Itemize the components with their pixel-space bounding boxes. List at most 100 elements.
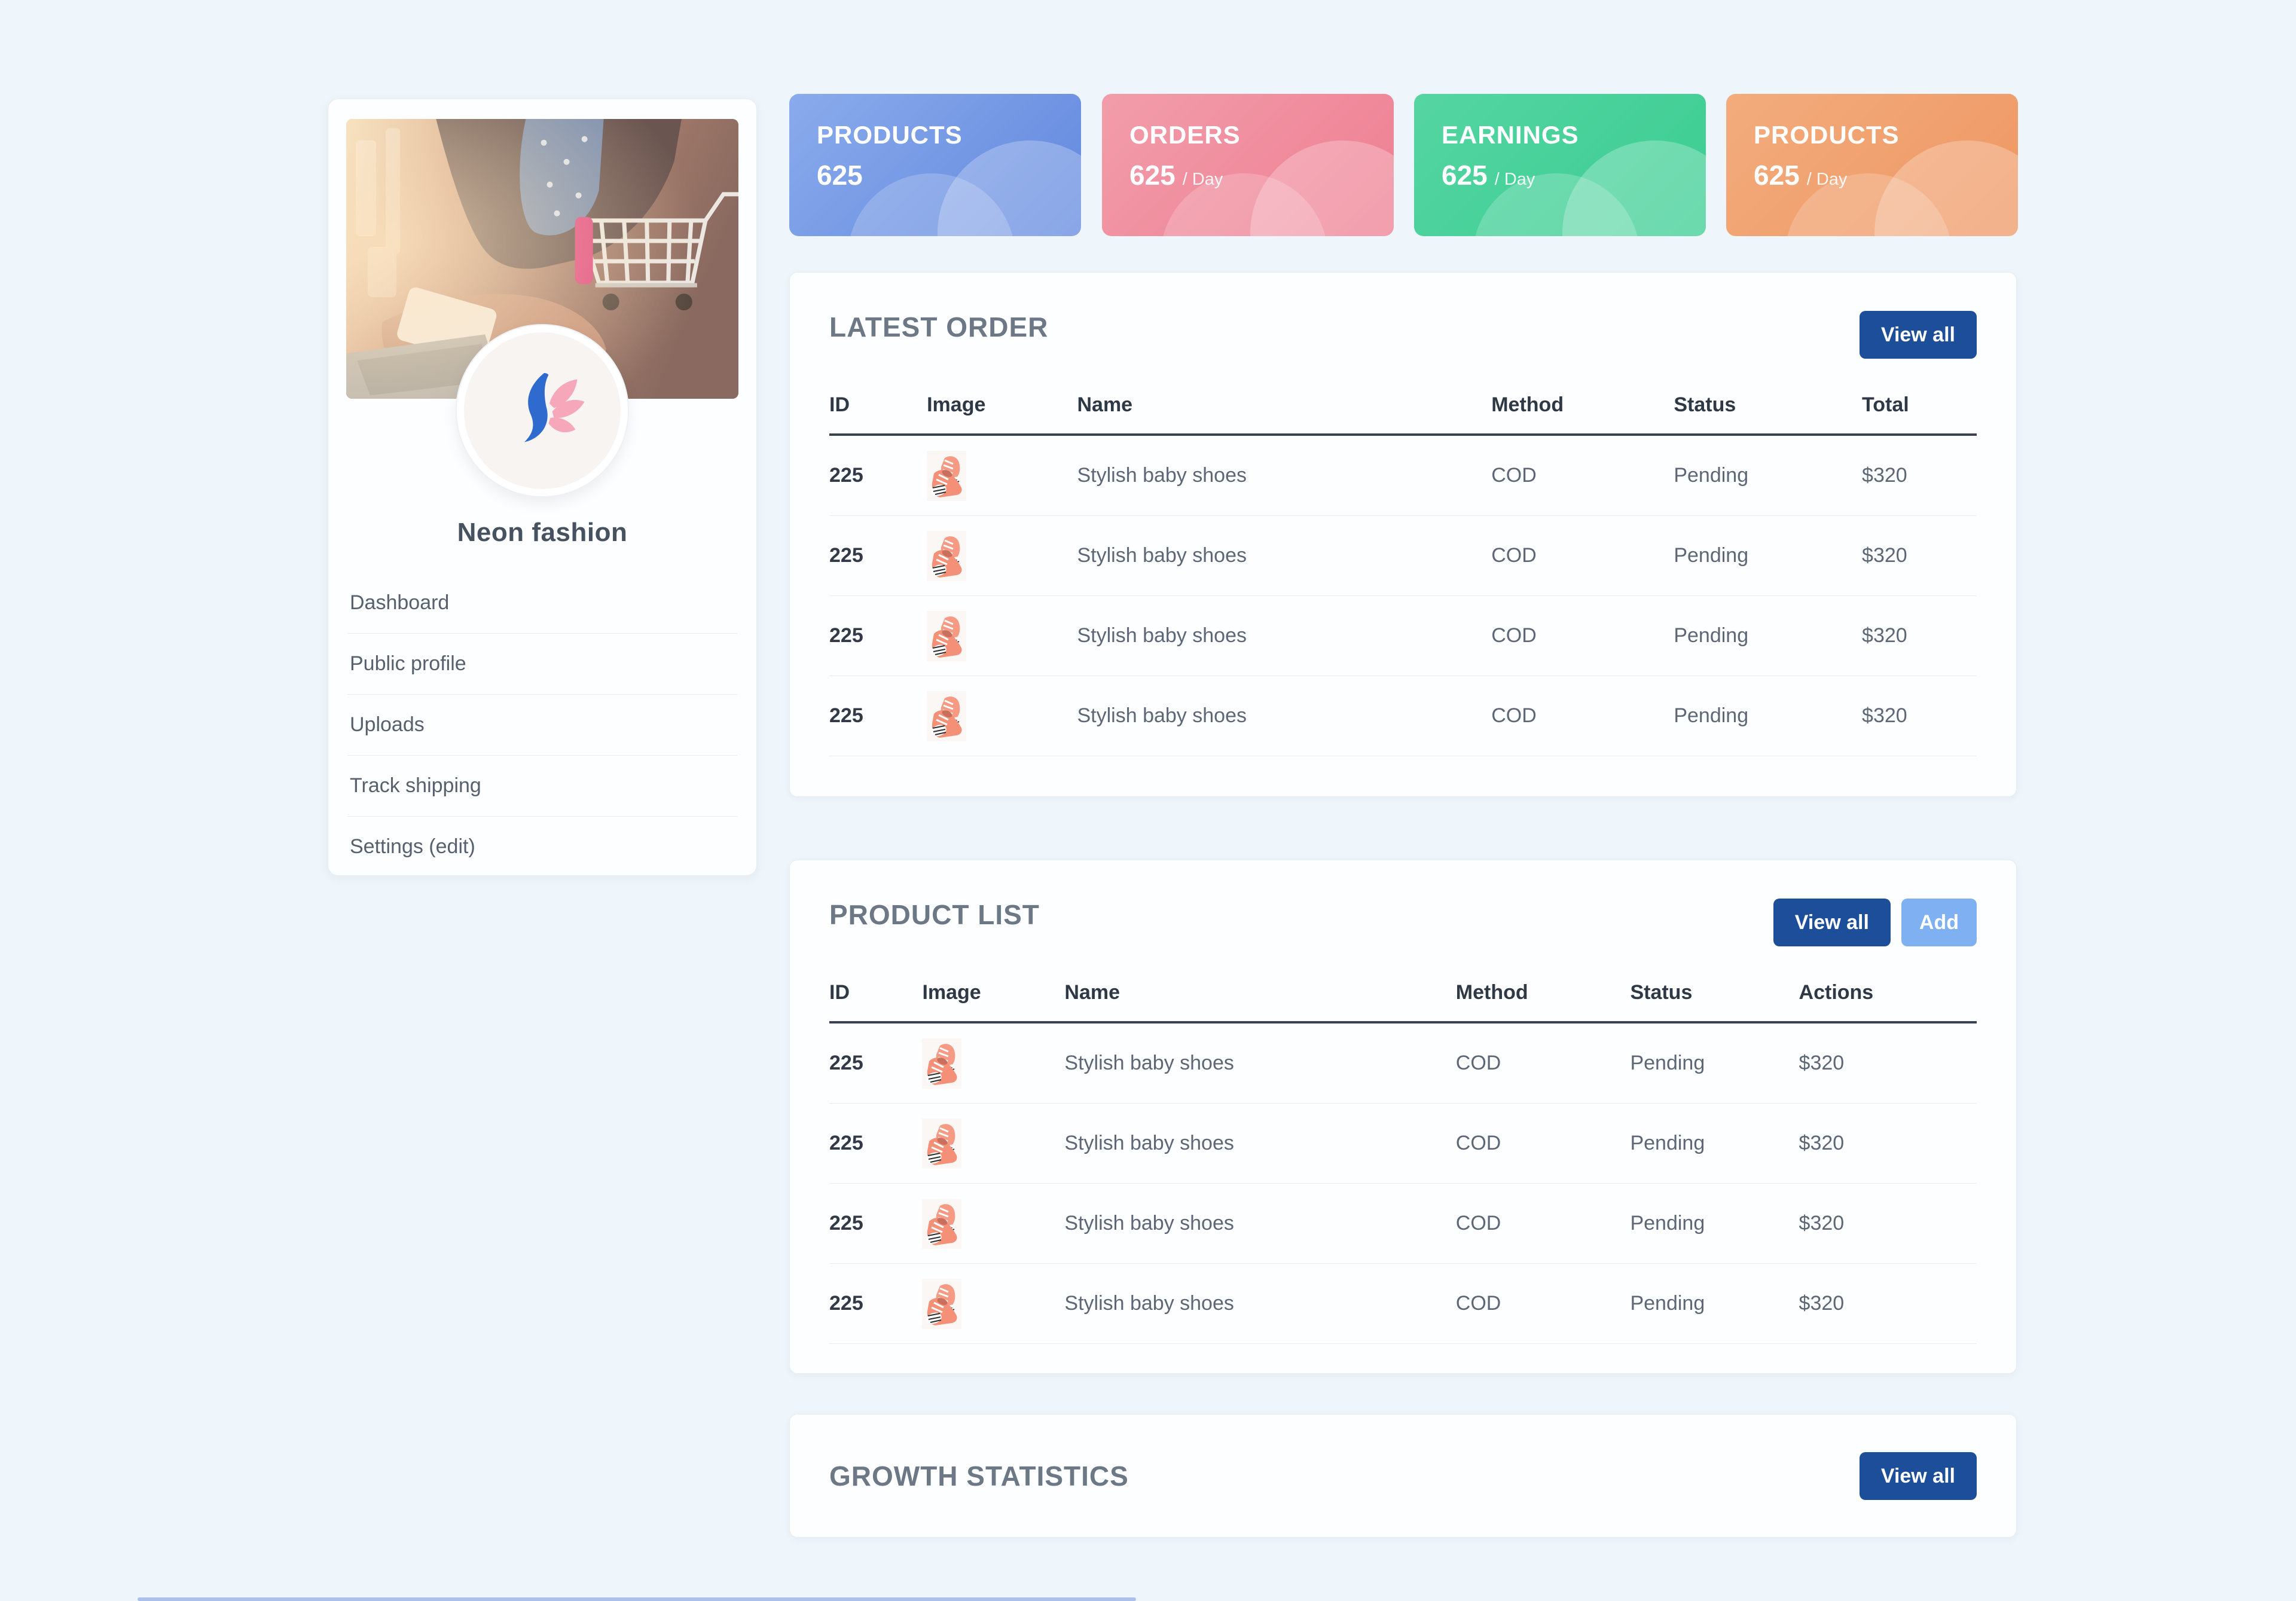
stat-title: EARNINGS [1442, 121, 1579, 149]
cell-method: COD [1455, 1052, 1501, 1074]
cell-image [927, 690, 1077, 741]
column-header-method: Method [1455, 981, 1528, 1004]
column-header-status: Status [1674, 393, 1736, 416]
cell-amount: $320 [1799, 1212, 1845, 1235]
cell-amount: $320 [1862, 704, 1907, 727]
table-body: 225 Stylish baby shoes COD Pending $320 225 [829, 436, 1977, 756]
table-row: 225 Stylish baby shoes COD Pending $320 [829, 1184, 1977, 1264]
baby-shoes-icon [927, 530, 967, 581]
sidebar-item-settings-edit[interactable]: Settings (edit) [350, 835, 475, 858]
cell-amount: $320 [1862, 544, 1907, 567]
baby-shoes-icon [927, 690, 967, 741]
growth-statistics-title: GROWTH STATISTICS [829, 1460, 1129, 1492]
cell-image [922, 1038, 1064, 1089]
cell-name: Stylish baby shoes [1064, 1292, 1234, 1315]
stat-title: PRODUCTS [1754, 121, 1900, 149]
cell-status: Pending [1674, 624, 1749, 647]
cell-method: COD [1491, 464, 1537, 487]
cell-id: 225 [829, 1292, 863, 1315]
cell-status: Pending [1630, 1292, 1705, 1315]
column-header-total: Total [1862, 393, 1909, 416]
cell-amount: $320 [1799, 1052, 1845, 1074]
latest-order-table: ID Image Name Method Status Total 225 Stylish… [829, 393, 1977, 756]
stat-card-orders-1: ORDERS 625 / Day [1102, 94, 1394, 236]
add-product-button[interactable]: Add [1901, 899, 1977, 946]
cell-method: COD [1491, 544, 1537, 567]
cell-image [922, 1198, 1064, 1249]
view-all-products-button[interactable]: View all [1773, 899, 1891, 946]
cell-image [927, 610, 1077, 661]
table-row: 225 Stylish baby shoes COD Pending $320 [829, 516, 1977, 596]
column-header-name: Name [1077, 393, 1133, 416]
cell-method: COD [1455, 1132, 1501, 1154]
column-header-id: ID [829, 393, 850, 416]
product-list-panel: PRODUCT LIST View all Add ID Image Name Met… [789, 860, 2017, 1374]
growth-statistics-panel: GROWTH STATISTICS View all [789, 1414, 2017, 1538]
cell-id: 225 [829, 464, 863, 487]
view-all-orders-button[interactable]: View all [1859, 311, 1977, 359]
cell-name: Stylish baby shoes [1077, 624, 1247, 647]
product-image [922, 1038, 962, 1089]
column-header-image: Image [927, 393, 986, 416]
store-name: Neon fashion [457, 518, 628, 547]
column-header-name: Name [1064, 981, 1120, 1004]
column-header-image: Image [922, 981, 981, 1004]
cell-status: Pending [1674, 704, 1749, 727]
sidebar-item-dashboard[interactable]: Dashboard [347, 573, 737, 634]
latest-order-panel: LATEST ORDER View all ID Image Name Method S… [789, 272, 2017, 797]
cell-image [927, 530, 1077, 581]
cell-image [922, 1118, 1064, 1169]
cell-id: 225 [829, 1212, 863, 1235]
sidebar-item-uploads[interactable]: Uploads [347, 695, 737, 756]
stat-title: ORDERS [1129, 121, 1241, 149]
cell-amount: $320 [1799, 1132, 1845, 1154]
sidebar-item-public-profile[interactable]: Public profile [347, 634, 737, 695]
cell-name: Stylish baby shoes [1064, 1212, 1234, 1235]
baby-shoes-icon [922, 1278, 962, 1329]
table-header-row: ID Image Name Method Status Actions [829, 981, 1977, 1023]
view-all-growth-button[interactable]: View all [1859, 1452, 1977, 1500]
cell-amount: $320 [1799, 1292, 1845, 1315]
table-row: 225 Stylish baby shoes COD Pending $320 [829, 676, 1977, 756]
cell-status: Pending [1630, 1212, 1705, 1235]
product-image [927, 690, 967, 741]
product-image [927, 450, 967, 501]
cell-status: Pending [1674, 544, 1749, 567]
cell-id: 225 [829, 624, 863, 647]
cell-name: Stylish baby shoes [1077, 464, 1247, 487]
cell-name: Stylish baby shoes [1064, 1052, 1234, 1074]
store-logo-icon [524, 373, 585, 442]
product-image [922, 1198, 962, 1249]
latest-order-title: LATEST ORDER [829, 311, 1049, 343]
table-row: 225 Stylish baby shoes COD Pending $320 [829, 596, 1977, 676]
stat-card-products-3: PRODUCTS 625 / Day [1726, 94, 2018, 236]
table-row: 225 Stylish baby shoes COD Pending $320 [829, 1104, 1977, 1184]
stat-value: 625 [1442, 160, 1488, 191]
product-image [927, 530, 967, 581]
stat-value: 625 [1754, 160, 1800, 191]
stat-suffix: / Day [1806, 170, 1848, 189]
cover-photo-illustration [346, 119, 738, 399]
baby-shoes-icon [922, 1118, 962, 1169]
stat-value: 625 [817, 160, 863, 191]
horizontal-scrollbar[interactable] [138, 1597, 1136, 1601]
product-image [927, 610, 967, 661]
cell-name: Stylish baby shoes [1077, 544, 1247, 567]
stat-value-line: 625 / Day [1754, 159, 2018, 191]
product-list-title: PRODUCT LIST [829, 899, 1040, 930]
cell-method: COD [1455, 1292, 1501, 1315]
stat-value-line: 625 / Day [1442, 159, 1706, 191]
product-image [922, 1118, 962, 1169]
baby-shoes-icon [922, 1038, 962, 1089]
stat-value-line: 625 [817, 159, 1081, 191]
stat-value-line: 625 / Day [1129, 159, 1394, 191]
table-row: 225 Stylish baby shoes COD Pending $320 [829, 1023, 1977, 1104]
stat-card-products-0: PRODUCTS 625 [789, 94, 1081, 236]
table-row: 225 Stylish baby shoes COD Pending $320 [829, 436, 1977, 516]
cell-method: COD [1491, 704, 1537, 727]
profile-menu: Dashboard Public profile Uploads Track ship… [347, 573, 737, 877]
sidebar-item-track-shipping[interactable]: Track shipping [347, 756, 737, 817]
stat-suffix: / Day [1182, 170, 1223, 189]
baby-shoes-icon [927, 450, 967, 501]
cell-method: COD [1491, 624, 1537, 647]
